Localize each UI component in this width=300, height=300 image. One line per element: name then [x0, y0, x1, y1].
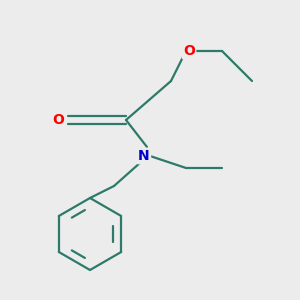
- Text: O: O: [183, 44, 195, 58]
- Text: O: O: [52, 113, 64, 127]
- Text: N: N: [138, 149, 150, 163]
